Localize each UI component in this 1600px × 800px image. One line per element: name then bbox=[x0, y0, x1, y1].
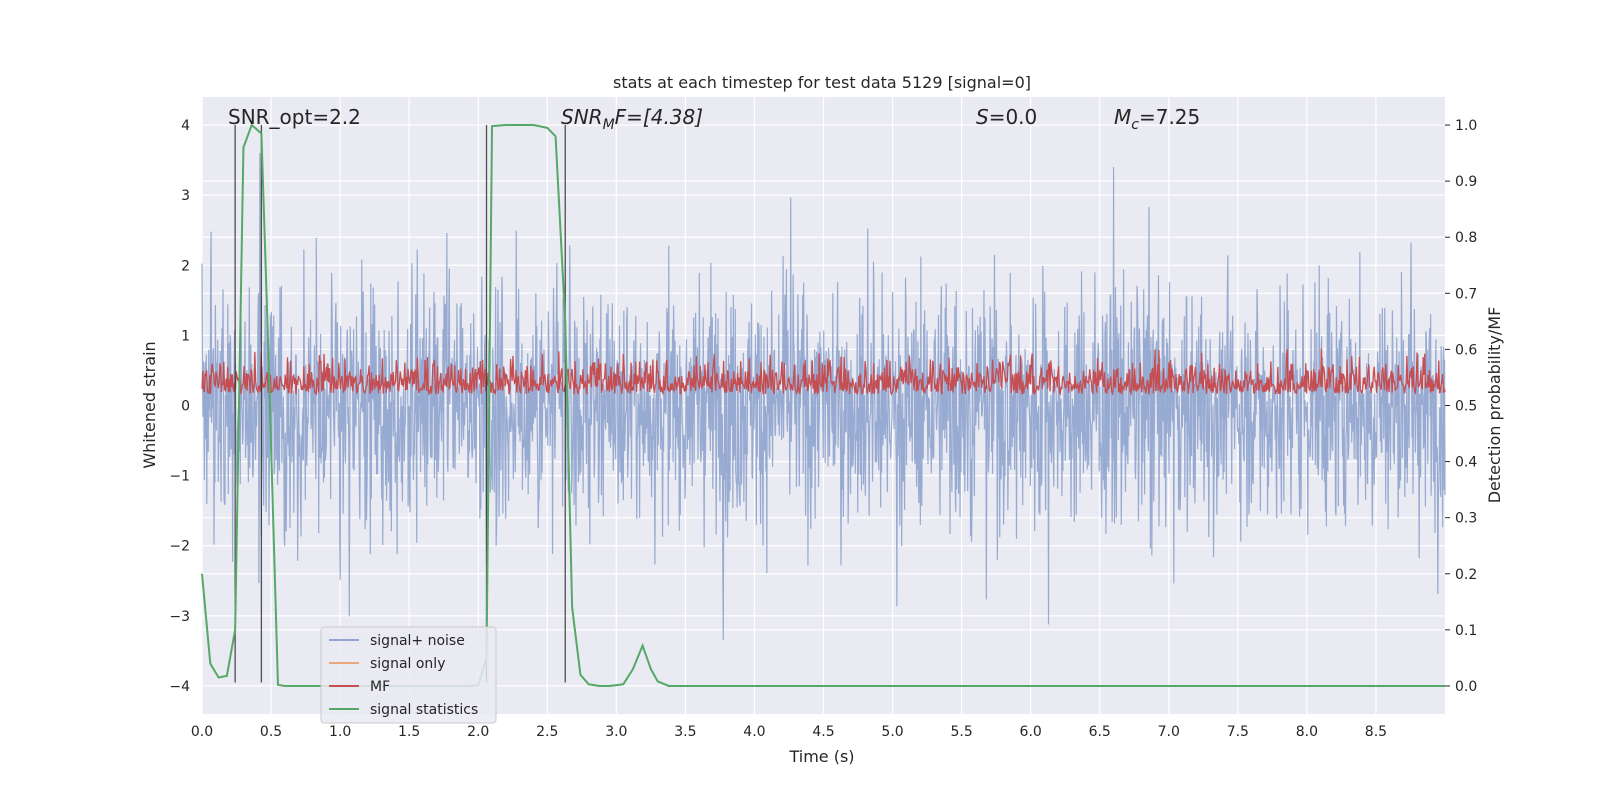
signal-noise-line bbox=[201, 153, 1446, 640]
y2-tick-label: 0.3 bbox=[1455, 511, 1477, 527]
snr-mf-annotation: SNRMF=[4.38] bbox=[561, 105, 703, 133]
y-tick-label: 3 bbox=[181, 188, 190, 204]
y2-tick-label: 0.0 bbox=[1455, 679, 1477, 695]
y2-tick-label: 0.1 bbox=[1455, 623, 1477, 639]
x-tick-label: 2.5 bbox=[536, 724, 558, 740]
x-tick-label: 3.5 bbox=[674, 724, 696, 740]
snr-mf-subscript: M bbox=[603, 117, 615, 133]
legend-label-mf: MF bbox=[370, 679, 390, 695]
x-tick-label: 4.5 bbox=[812, 724, 834, 740]
x-tick-label: 7.0 bbox=[1158, 724, 1180, 740]
s-value: =0.0 bbox=[989, 105, 1038, 129]
legend-label-signal-statistics: signal statistics bbox=[370, 702, 478, 718]
y2-tick-label: 0.9 bbox=[1455, 174, 1477, 190]
y-tick-label: −2 bbox=[169, 539, 190, 555]
snr-mf-label: SNR bbox=[561, 105, 603, 129]
y-axis-label: Whitened strain bbox=[140, 341, 159, 468]
x-tick-label: 6.5 bbox=[1089, 724, 1111, 740]
y2-tick-label: 0.8 bbox=[1455, 230, 1477, 246]
x-tick-label: 0.5 bbox=[260, 724, 282, 740]
y-tick-label: −3 bbox=[169, 609, 190, 625]
s-label: S bbox=[976, 105, 989, 129]
y-tick-label: 2 bbox=[181, 258, 190, 274]
x-tick-label: 1.0 bbox=[329, 724, 351, 740]
mc-value: =7.25 bbox=[1139, 105, 1200, 129]
x-tick-label: 8.0 bbox=[1296, 724, 1318, 740]
x-tick-label: 0.0 bbox=[191, 724, 213, 740]
x-tick-label: 7.5 bbox=[1227, 724, 1249, 740]
x-axis-label: Time (s) bbox=[788, 747, 854, 766]
y-tick-label: 1 bbox=[181, 328, 190, 344]
x-tick-label: 5.5 bbox=[950, 724, 972, 740]
legend-label-signal-noise: signal+ noise bbox=[370, 633, 465, 649]
mc-subscript: c bbox=[1131, 117, 1139, 133]
mf-line bbox=[201, 348, 1446, 396]
legend-box bbox=[320, 626, 497, 724]
x-tick-label: 1.5 bbox=[398, 724, 420, 740]
x-tick-label: 6.0 bbox=[1020, 724, 1042, 740]
mc-annotation: Mc=7.25 bbox=[1114, 105, 1200, 133]
legend-label-signal-only: signal only bbox=[370, 656, 445, 672]
x-axis-ticks: 0.0 0.5 1.0 1.5 2.0 2.5 3.0 3.5 4.0 4.5 5.0 5.5 6.0 6… bbox=[191, 724, 1387, 740]
signal-statistics-series bbox=[201, 123, 1445, 687]
x-tick-label: 4.0 bbox=[743, 724, 765, 740]
x-tick-label: 8.5 bbox=[1365, 724, 1387, 740]
y2-tick-label: 0.7 bbox=[1455, 286, 1477, 302]
x-tick-label: 3.0 bbox=[605, 724, 627, 740]
signal-noise-series bbox=[201, 153, 1446, 640]
mf-series bbox=[201, 348, 1446, 396]
y-axis-ticks: 4 3 2 1 0 −1 −2 −3 −4 bbox=[169, 118, 190, 695]
y2-axis-ticks: 1.0 0.9 0.8 0.7 0.6 0.5 0.4 0.3 0.2 0.1 0.0 bbox=[1445, 118, 1477, 695]
y2-tick-label: 0.6 bbox=[1455, 342, 1477, 358]
y2-tick-label: 1.0 bbox=[1455, 118, 1477, 134]
x-tick-label: 2.0 bbox=[467, 724, 489, 740]
y-tick-label: 0 bbox=[181, 399, 190, 415]
mc-label: M bbox=[1114, 105, 1131, 129]
snr-opt-annotation: SNR_opt=2.2 bbox=[228, 105, 361, 129]
y-tick-label: −4 bbox=[169, 679, 190, 695]
signal-statistics-line bbox=[201, 123, 1445, 687]
y2-tick-label: 0.2 bbox=[1455, 567, 1477, 583]
y2-axis-label: Detection probability/MF bbox=[1485, 307, 1504, 504]
y2-tick-label: 0.5 bbox=[1455, 399, 1477, 415]
y-tick-label: 4 bbox=[181, 118, 190, 134]
s-annotation: S=0.0 bbox=[976, 105, 1037, 129]
snr-mf-value: F=[4.38] bbox=[615, 105, 703, 129]
y2-tick-label: 0.4 bbox=[1455, 455, 1477, 471]
chart-title: stats at each timestep for test data 512… bbox=[613, 73, 1031, 92]
legend: signal+ noise signal only MF signal stat… bbox=[320, 626, 497, 724]
x-tick-label: 5.0 bbox=[881, 724, 903, 740]
y-tick-label: −1 bbox=[169, 469, 190, 485]
